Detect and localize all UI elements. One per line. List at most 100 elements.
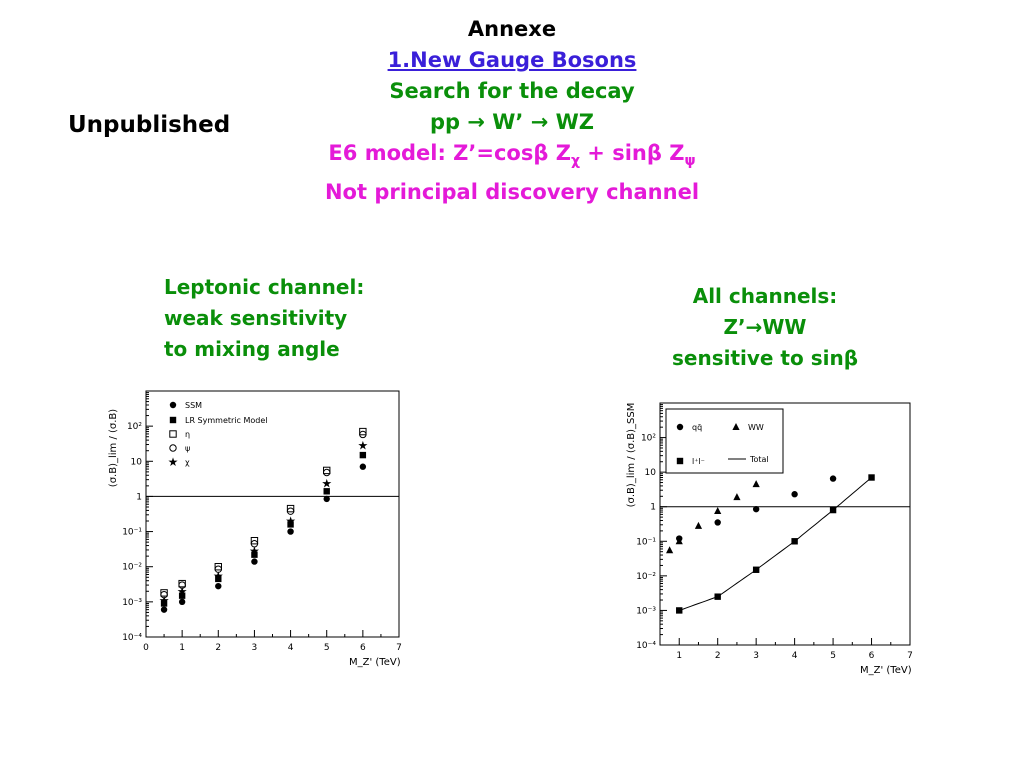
- unpublished-label: Unpublished: [68, 112, 231, 138]
- data-point: [214, 563, 222, 571]
- legend-label: ψ: [185, 444, 190, 453]
- x-tick-label: 1: [179, 643, 185, 653]
- e6-model-mid: + sin: [579, 141, 647, 165]
- right-caption-line-1: All channels:: [692, 284, 838, 308]
- data-point: [666, 546, 674, 554]
- data-point: [214, 565, 222, 573]
- data-point: ★: [177, 584, 188, 598]
- x-axis-label: M_Z' (TeV): [860, 665, 912, 676]
- x-tick-label: 6: [360, 643, 366, 653]
- plot-frame: [659, 402, 911, 646]
- section-link-text[interactable]: 1.New Gauge Bosons: [387, 48, 637, 72]
- y-tick-label: 10: [645, 468, 657, 478]
- series-line-total: [679, 477, 872, 611]
- e6-model-line: E6 model: Z’=cosβ Zχ + sinβ Zψ: [0, 138, 1024, 177]
- y-tick-label: 10⁻⁴: [122, 633, 142, 643]
- data-point: [286, 504, 295, 513]
- legend-label: SSM: [185, 401, 202, 410]
- y-tick-label: 10⁻⁴: [636, 641, 656, 651]
- data-point: [752, 505, 760, 513]
- data-point: [250, 540, 259, 548]
- x-tick-label: 5: [830, 651, 836, 661]
- legend-marker: ★: [168, 455, 179, 469]
- y-tick-label: 10⁻²: [122, 563, 142, 573]
- right-caption-line-3: sensitive to sinβ: [671, 346, 859, 370]
- legend-box: [665, 408, 784, 474]
- x-tick-label: 5: [324, 643, 330, 653]
- data-point: [215, 582, 222, 590]
- left-caption-line-1: Leptonic channel:: [164, 275, 365, 299]
- discovery-channel-line: Not principal discovery channel: [324, 180, 700, 205]
- left-caption-line-2: weak sensitivity: [164, 306, 348, 330]
- legend-marker: [169, 416, 177, 424]
- y-tick-label: 10⁻³: [636, 606, 656, 616]
- x-tick-label: 7: [907, 651, 913, 661]
- z-chi-label: Z: [548, 141, 571, 165]
- x-tick-label: 1: [676, 651, 682, 661]
- x-tick-label: 2: [215, 643, 221, 653]
- data-point: [714, 519, 721, 526]
- chi-subscript: χ: [570, 153, 580, 170]
- data-point: ★: [285, 514, 296, 528]
- data-point: [868, 474, 875, 481]
- data-point: ★: [357, 439, 368, 453]
- right-caption-line-2: Z’→WW: [723, 315, 807, 339]
- data-point: [251, 551, 258, 558]
- y-tick-label: 10⁻²: [636, 572, 656, 582]
- x-tick-label: 4: [792, 651, 798, 661]
- data-point: [359, 430, 367, 439]
- legend-label: qq̄: [692, 423, 702, 432]
- slide-header: Annexe 1.New Gauge Bosons Search for the…: [0, 14, 1024, 208]
- beta-symbol-1: β: [533, 141, 549, 165]
- legend-label: l⁺l⁻: [692, 457, 705, 466]
- x-tick-label: 2: [715, 651, 721, 661]
- left-caption: Leptonic channel: weak sensitivity to mi…: [164, 272, 364, 365]
- y-tick-label: 10⁻¹: [122, 528, 142, 538]
- y-tick-label: 10⁻¹: [636, 537, 656, 547]
- data-point: [250, 536, 259, 545]
- legend-marker: [169, 430, 177, 438]
- legend-label: η: [185, 430, 190, 439]
- data-point: [215, 575, 222, 583]
- x-tick-label: 0: [143, 643, 149, 653]
- data-point: [675, 537, 683, 545]
- beta-symbol-2: β: [646, 141, 662, 165]
- data-point: [287, 528, 294, 535]
- x-tick-label: 3: [753, 651, 759, 661]
- data-point: [359, 451, 367, 459]
- data-point: [359, 427, 367, 436]
- y-tick-label: 10: [131, 457, 143, 467]
- data-point: [178, 592, 186, 599]
- y-tick-label: 10⁻³: [122, 598, 142, 608]
- data-point: [714, 507, 722, 515]
- x-tick-label: 6: [869, 651, 875, 661]
- data-point: [160, 590, 168, 599]
- data-point: [178, 598, 186, 606]
- data-point: ★: [321, 477, 332, 491]
- data-point: [323, 468, 331, 477]
- legend-label: χ: [185, 458, 190, 467]
- data-point: ★: [213, 569, 224, 583]
- data-point: ★: [249, 544, 260, 558]
- data-point: [323, 488, 330, 495]
- data-point: [829, 475, 837, 482]
- data-point: [323, 495, 330, 503]
- legend-marker: [676, 423, 684, 431]
- legend-label: Total: [749, 455, 769, 464]
- legend-marker: [169, 401, 177, 409]
- y-axis-label: (σ.B)_lim / (σ.B): [108, 409, 119, 487]
- slide-title: Annexe: [467, 17, 557, 41]
- legend-marker: [676, 457, 684, 465]
- x-tick-label: 7: [396, 643, 402, 653]
- data-point: [286, 507, 295, 515]
- section-link[interactable]: 1.New Gauge Bosons: [0, 45, 1024, 76]
- x-tick-label: 4: [288, 643, 294, 653]
- decay-process-line: pp → W’ → WZ: [429, 110, 595, 134]
- data-point: [791, 491, 798, 498]
- data-point: [287, 521, 294, 528]
- data-point: [160, 606, 168, 613]
- y-tick-label: 10²: [127, 422, 142, 432]
- right-caption: All channels: Z’→WW sensitive to sinβ: [650, 281, 880, 374]
- z-psi-label: Z: [661, 141, 685, 165]
